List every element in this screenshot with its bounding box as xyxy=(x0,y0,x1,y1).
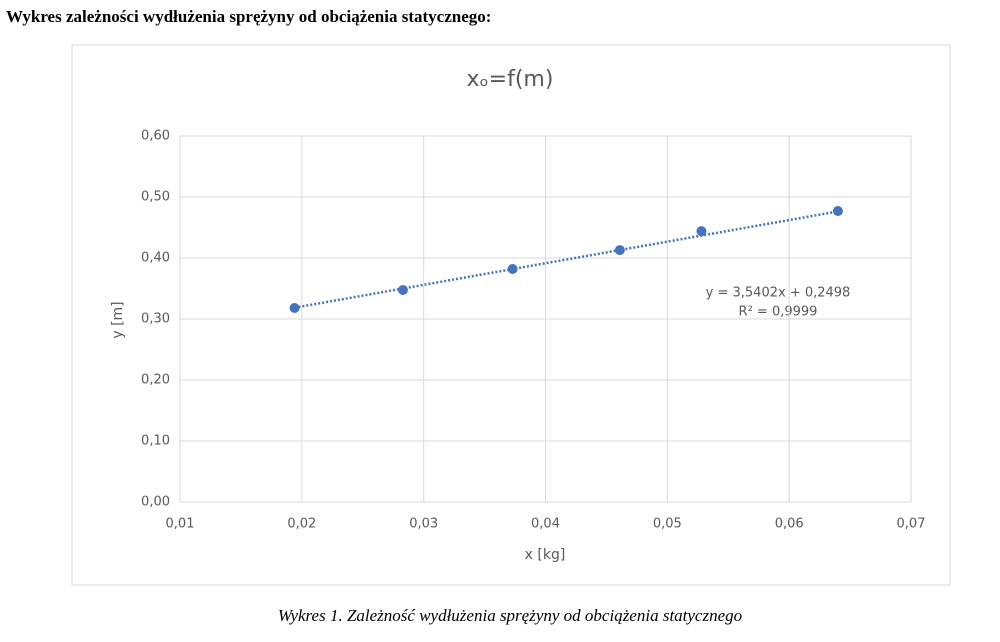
point xyxy=(614,245,625,256)
y-tick-label: 0,50 xyxy=(141,190,170,205)
x-tick-label: 0,01 xyxy=(166,517,195,532)
trendline-r2: R² = 0,9999 xyxy=(739,305,818,320)
point xyxy=(696,226,707,237)
x-tick-label: 0,06 xyxy=(775,517,804,532)
y-axis-label: y [m] xyxy=(110,301,126,338)
x-axis-label: x [kg] xyxy=(525,547,566,563)
point xyxy=(397,285,408,296)
point xyxy=(507,263,518,274)
y-tick-label: 0,20 xyxy=(141,373,170,388)
y-tick-label: 0,30 xyxy=(141,312,170,327)
point xyxy=(289,303,300,314)
x-tick-label: 0,03 xyxy=(409,517,438,532)
x-tick-label: 0,04 xyxy=(531,517,560,532)
y-tick-label: 0,00 xyxy=(141,495,170,510)
point xyxy=(832,206,843,217)
x-tick-label: 0,07 xyxy=(897,517,926,532)
y-tick-label: 0,40 xyxy=(141,251,170,266)
x-tick-label: 0,02 xyxy=(287,517,316,532)
y-tick-label: 0,60 xyxy=(141,129,170,144)
chart-frame xyxy=(71,44,951,586)
heading: Wykres zależności wydłużenia sprężyny od… xyxy=(6,7,491,26)
trendline-equation: y = 3,5402x + 0,2498 xyxy=(706,286,851,301)
chart-title: xₒ=f(m) xyxy=(467,67,554,92)
y-tick-label: 0,10 xyxy=(141,434,170,449)
caption: Wykres 1. Zależność wydłużenia sprężyny … xyxy=(278,606,742,625)
x-tick-label: 0,05 xyxy=(653,517,682,532)
